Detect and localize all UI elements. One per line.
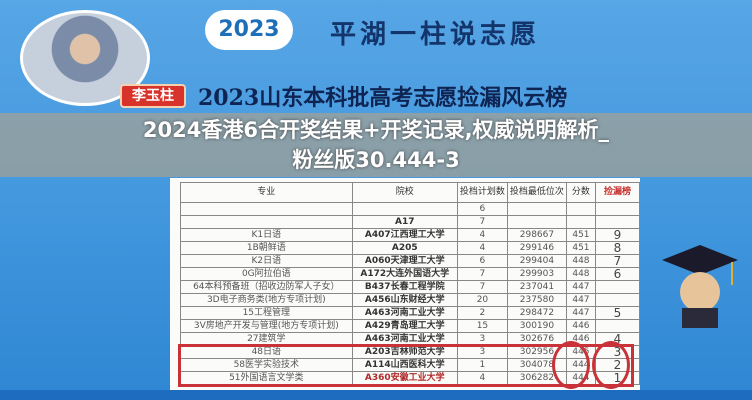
year-badge: 2023 (205, 10, 293, 50)
plan-cell: 6 (456, 202, 508, 216)
score-cell (565, 215, 596, 229)
rank-cell: 8 (594, 241, 641, 255)
presenter-name-badge: 李玉柱 (120, 84, 186, 108)
min-rank-cell: 237580 (506, 293, 567, 307)
score-cell: 447 (565, 306, 596, 320)
column-header[interactable]: 投档计划数 (456, 182, 508, 203)
column-header[interactable]: 专业 (180, 182, 353, 203)
plan-cell: 7 (456, 215, 508, 229)
plan-cell: 6 (456, 254, 508, 268)
brand-title: 平湖一柱说志愿 (330, 20, 541, 50)
rank-cell: 6 (594, 267, 641, 281)
table-row: 1B朝鲜语 A205 4 299146 451 8 (180, 241, 641, 255)
plan-cell: 4 (456, 241, 508, 255)
rank-cell (594, 280, 641, 294)
min-rank-cell: 299404 (506, 254, 567, 268)
table-row: 6 (180, 202, 641, 216)
rank-cell: 9 (594, 228, 641, 242)
table-row: 0G阿拉伯语 A172大连外国语大学 7 299903 448 6 (180, 267, 641, 281)
school-cell: A456山东财经大学 (351, 293, 458, 307)
min-rank-cell: 300190 (506, 319, 567, 333)
min-rank-cell (506, 202, 567, 216)
column-header[interactable]: 投档最低位次 (506, 182, 567, 203)
table-row: 3V房地产开发与管理(地方专项计划) A429青岛理工大学 15 300190 446 (180, 319, 641, 333)
rank-cell (594, 215, 641, 229)
plan-cell: 2 (456, 306, 508, 320)
presenter-photo (20, 10, 150, 106)
major-cell (180, 202, 353, 216)
major-cell: K1日语 (180, 228, 353, 242)
major-cell (180, 215, 353, 229)
score-cell (565, 202, 596, 216)
column-header[interactable]: 分数 (565, 182, 596, 203)
min-rank-cell: 299903 (506, 267, 567, 281)
plan-cell: 15 (456, 319, 508, 333)
plan-cell: 7 (456, 280, 508, 294)
ranking-table-panel: 专业 院校 投档计划数 投档最低位次 分数 捡漏榜 6 A17 7 K1日语 A407江西理工大学… (170, 178, 641, 390)
school-cell: A463河南工业大学 (351, 306, 458, 320)
major-cell: 3V房地产开发与管理(地方专项计划) (180, 319, 353, 333)
plan-cell: 20 (456, 293, 508, 307)
score-circle (552, 341, 590, 389)
score-cell: 448 (565, 254, 596, 268)
min-rank-cell: 237041 (506, 280, 567, 294)
major-cell: 15工程管理 (180, 306, 353, 320)
table-row: K2日语 A060天津理工大学 6 299404 448 7 (180, 254, 641, 268)
table-row: K1日语 A407江西理工大学 4 298667 451 9 (180, 228, 641, 242)
major-cell: 1B朝鲜语 (180, 241, 353, 255)
major-cell: 0G阿拉伯语 (180, 267, 353, 281)
school-cell: A060天津理工大学 (351, 254, 458, 268)
score-cell: 451 (565, 241, 596, 255)
school-cell: A205 (351, 241, 458, 255)
score-cell: 447 (565, 293, 596, 307)
rank-cell (594, 202, 641, 216)
major-cell: 3D电子商务类(地方专项计划) (180, 293, 353, 307)
footer-bar (0, 390, 752, 400)
score-cell: 446 (565, 319, 596, 333)
column-header[interactable]: 捡漏榜 (594, 182, 641, 203)
overlay-line-1: 2024香港6合开奖结果+开奖记录,权威说明解析_ (142, 118, 610, 142)
rank-cell (594, 293, 641, 307)
graduation-mascot-icon (662, 245, 738, 328)
min-rank-cell (506, 215, 567, 229)
school-cell: A429青岛理工大学 (351, 319, 458, 333)
major-cell: 64本科预备班（招收边防军人子女） (180, 280, 353, 294)
rank-cell: 7 (594, 254, 641, 268)
table-row: 3D电子商务类(地方专项计划) A456山东财经大学 20 237580 447 (180, 293, 641, 307)
rank-cell (594, 319, 641, 333)
plan-cell: 4 (456, 228, 508, 242)
table-row: 15工程管理 A463河南工业大学 2 298472 447 5 (180, 306, 641, 320)
min-rank-cell: 298472 (506, 306, 567, 320)
table-row: 64本科预备班（招收边防军人子女） B437长春工程学院 7 237041 447 (180, 280, 641, 294)
major-cell: K2日语 (180, 254, 353, 268)
plan-cell: 7 (456, 267, 508, 281)
page-title: 2023山东本科批高考志愿捡漏风云榜 (198, 85, 568, 111)
school-cell: A172大连外国语大学 (351, 267, 458, 281)
overlay-banner: 2024香港6合开奖结果+开奖记录,权威说明解析_ 粉丝版30.444-3 (0, 113, 752, 177)
school-cell: B437长春工程学院 (351, 280, 458, 294)
overlay-line-2: 粉丝版30.444-3 (292, 148, 460, 172)
min-rank-cell: 298667 (506, 228, 567, 242)
school-cell: A17 (351, 215, 458, 229)
highlight-box (178, 344, 634, 387)
score-cell: 447 (565, 280, 596, 294)
min-rank-cell: 299146 (506, 241, 567, 255)
column-header[interactable]: 院校 (351, 182, 458, 203)
table-row: A17 7 (180, 215, 641, 229)
school-cell (351, 202, 458, 216)
rank-circle (592, 341, 630, 389)
score-cell: 451 (565, 228, 596, 242)
school-cell: A407江西理工大学 (351, 228, 458, 242)
rank-cell: 5 (594, 306, 641, 320)
score-cell: 448 (565, 267, 596, 281)
